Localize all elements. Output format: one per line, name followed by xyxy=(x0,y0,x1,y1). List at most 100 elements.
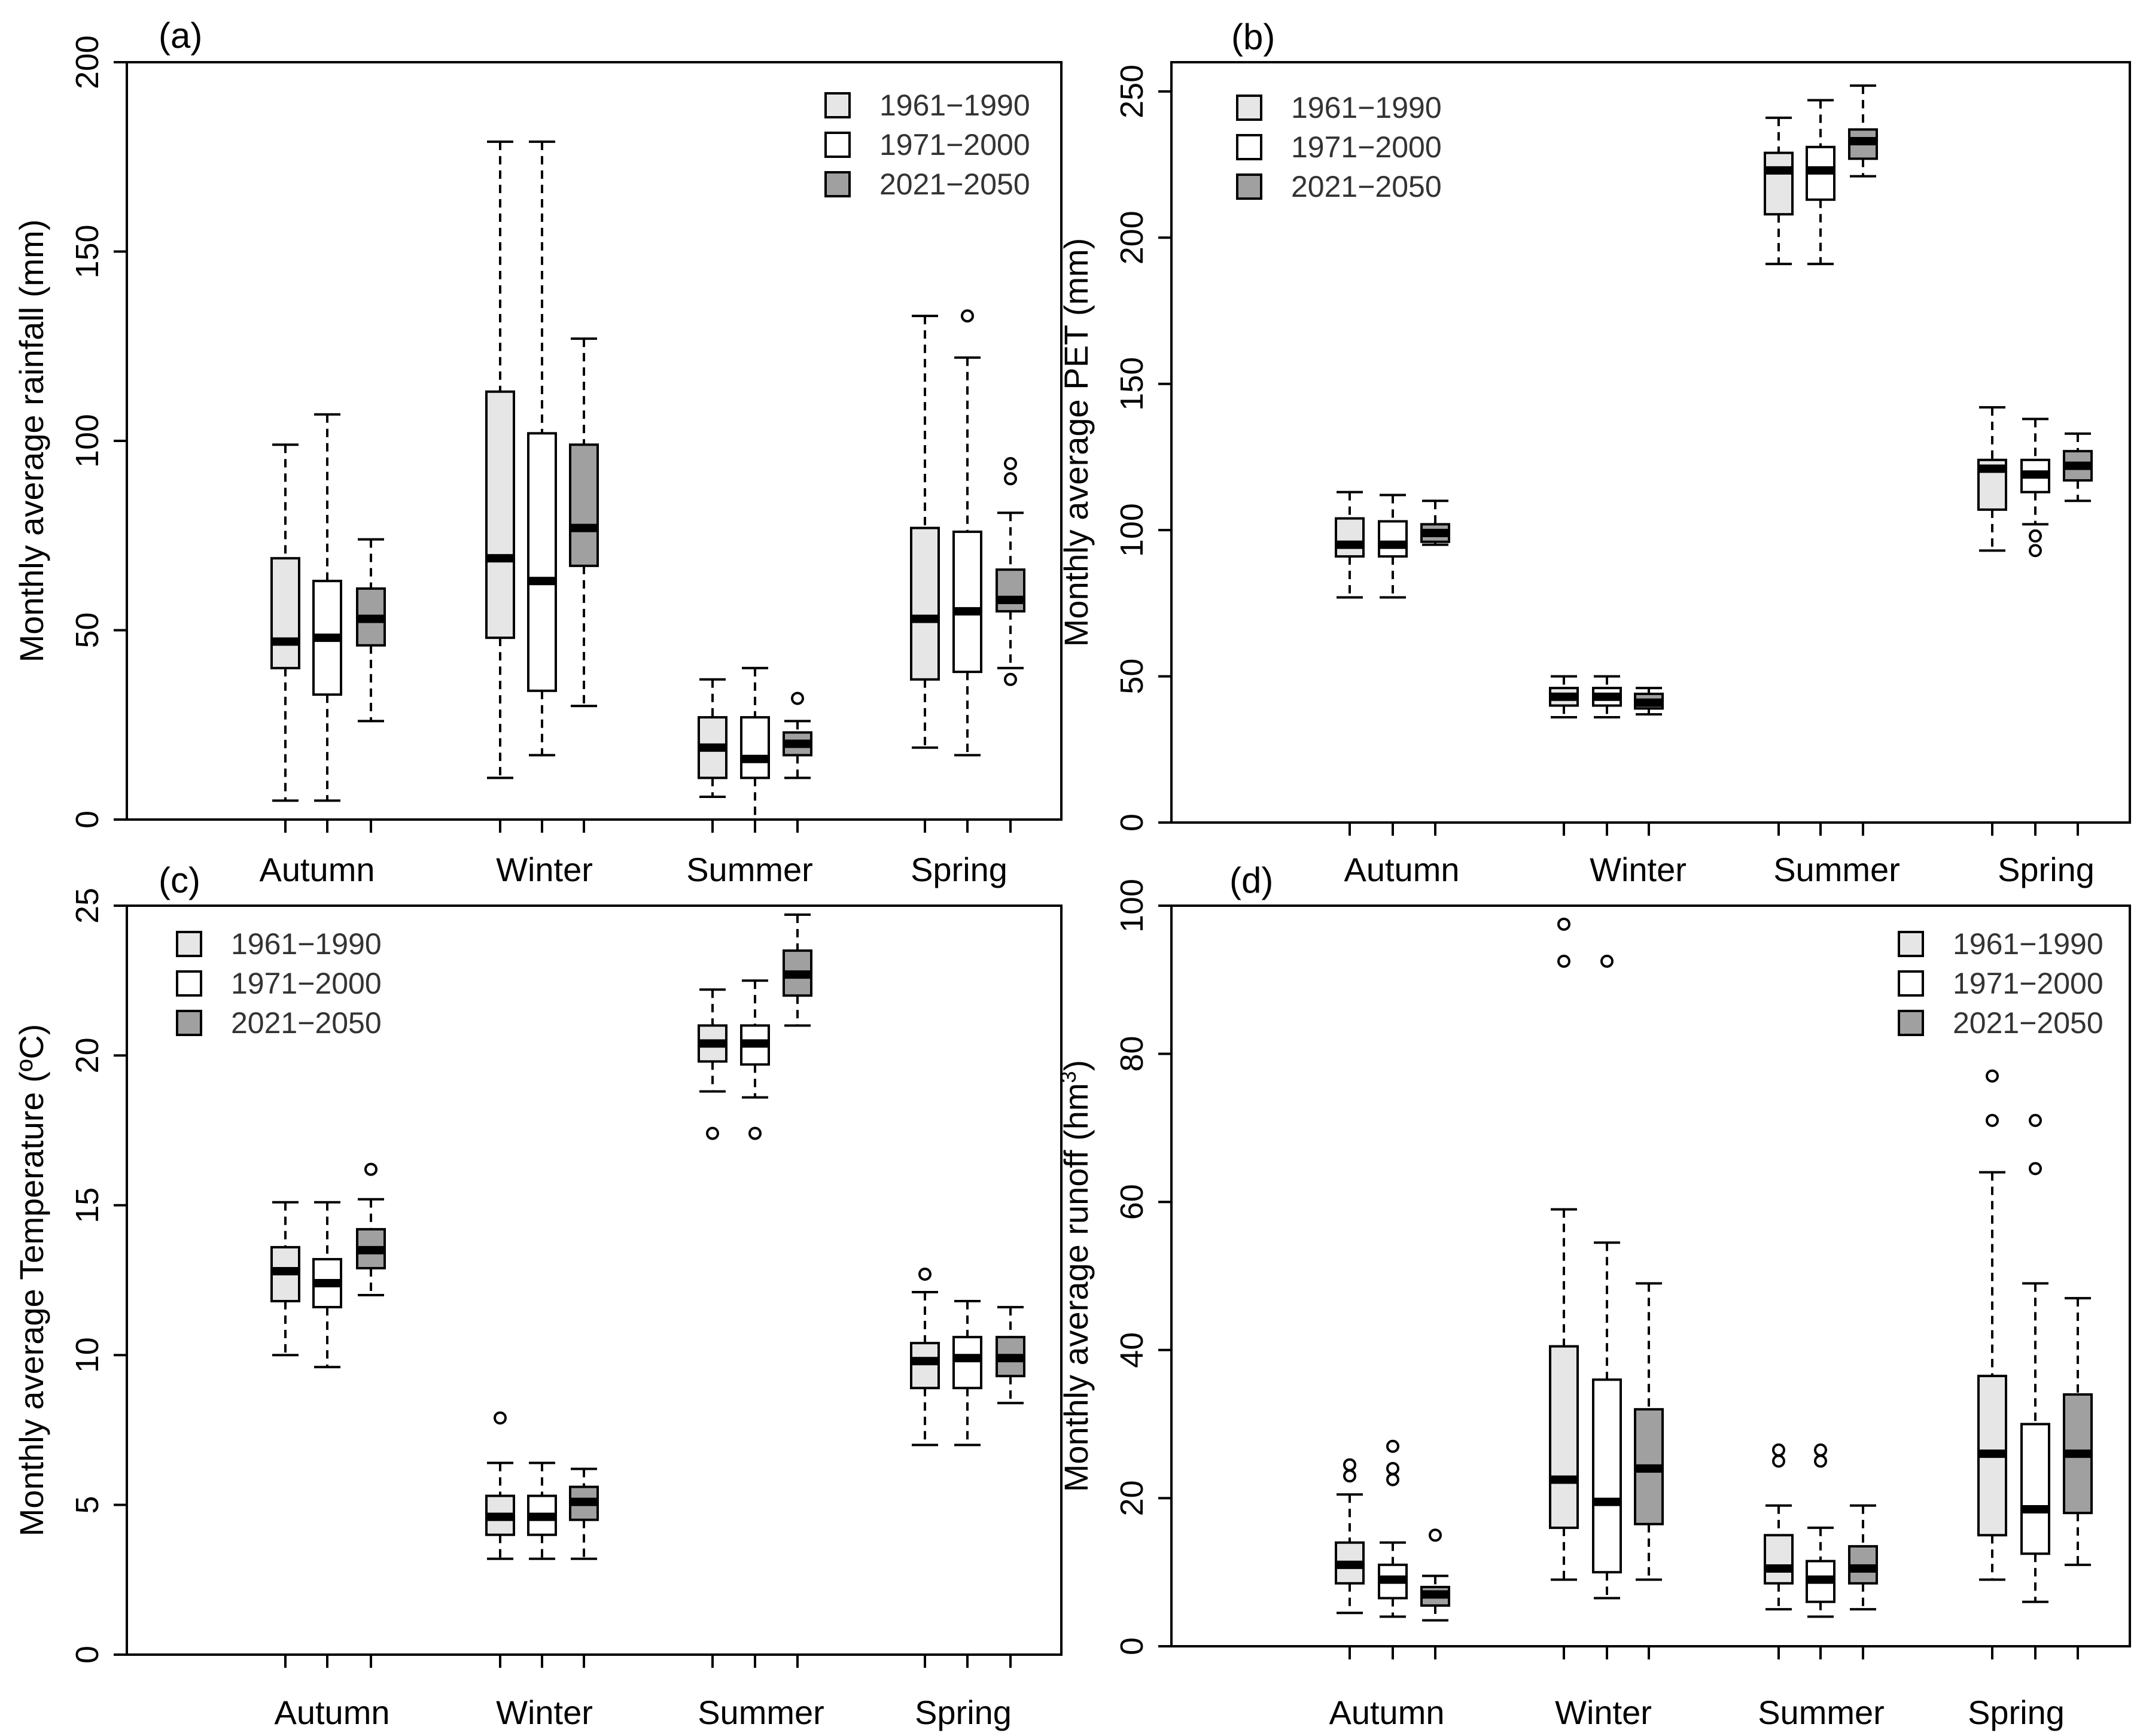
boxplot-box xyxy=(740,666,770,833)
legend-label: 1961−1990 xyxy=(231,927,382,961)
y-tick-label: 20 xyxy=(1114,1480,1150,1516)
legend-label: 2021−2050 xyxy=(879,167,1030,201)
boxplot-box xyxy=(1592,675,1622,836)
y-tick-label: 50 xyxy=(69,612,105,648)
panel-c: 0 5 10 15 20 25 Monthly average Temperature (º… xyxy=(13,860,1063,1731)
boxplot-box xyxy=(356,1162,386,1668)
boxplot-box xyxy=(270,443,300,833)
x-category-label: Autumn xyxy=(1329,1694,1445,1731)
legend-swatch xyxy=(176,1010,202,1036)
y-tick-label: 25 xyxy=(69,888,105,924)
iqr-box xyxy=(1764,151,1794,216)
legend-label: 2021−2050 xyxy=(1953,1006,2104,1040)
y-tick-label: 0 xyxy=(1114,814,1150,832)
outlier-point xyxy=(791,692,804,705)
boxplot-box xyxy=(698,988,727,1668)
x-category-label: Summer xyxy=(698,1694,824,1731)
boxplot-box xyxy=(1848,84,1878,836)
outlier-point xyxy=(1004,456,1017,470)
boxplot-box xyxy=(270,1201,300,1668)
iqr-box xyxy=(740,716,770,779)
boxplot-box xyxy=(356,538,386,833)
iqr-box xyxy=(2020,1423,2050,1555)
y-tick-label: 100 xyxy=(1114,879,1150,933)
boxplot-box xyxy=(1549,917,1579,1659)
y-tick-label: 20 xyxy=(69,1037,105,1073)
boxplot-box xyxy=(783,913,812,1668)
x-category-label: Spring xyxy=(1968,1694,2065,1731)
iqr-box xyxy=(910,526,940,681)
boxplot-box xyxy=(1378,1439,1408,1659)
boxplot-box xyxy=(1420,1528,1450,1659)
iqr-box xyxy=(952,530,982,674)
outlier-point xyxy=(494,1411,507,1425)
boxplot-box xyxy=(1420,500,1450,836)
legend-label: 2021−2050 xyxy=(1291,170,1442,203)
legend-swatch xyxy=(824,92,851,118)
legend-label: 1971−2000 xyxy=(1291,130,1442,164)
x-category-label: Winter xyxy=(1555,1694,1652,1731)
x-category-label: Summer xyxy=(1773,851,1900,888)
boxplot-box xyxy=(1378,494,1408,836)
boxplot-box xyxy=(1977,1069,2007,1659)
boxplot-box xyxy=(952,309,982,833)
boxplot-box xyxy=(1764,1443,1794,1659)
boxplot-box xyxy=(1335,1458,1365,1659)
x-category-label: Autumn xyxy=(260,851,375,888)
y-axis-title: Monthly average rainfall (mm) xyxy=(13,220,50,663)
legend-swatch xyxy=(1898,931,1924,957)
y-tick-label: 200 xyxy=(69,35,105,89)
boxplot-box xyxy=(312,1201,342,1668)
outlier-point xyxy=(1343,1469,1356,1483)
panel-tag: (c) xyxy=(159,860,200,900)
x-category-label: Summer xyxy=(1758,1694,1885,1731)
y-axis-title-main: Monthly average runoff (hm xyxy=(1057,1083,1095,1492)
x-category-label: Spring xyxy=(915,1694,1012,1731)
outlier-point xyxy=(1004,672,1017,686)
boxplot-box xyxy=(996,1306,1025,1668)
outlier-point xyxy=(2029,1162,2042,1175)
plot-frame xyxy=(1170,904,2131,1647)
iqr-box xyxy=(527,432,557,692)
panel-tag: (d) xyxy=(1229,860,1273,900)
y-tick-label: 100 xyxy=(69,414,105,468)
panel-tag: (a) xyxy=(159,16,202,56)
legend: 1961−1990 1971−2000 2021−2050 xyxy=(824,89,1030,201)
legend-label: 1971−2000 xyxy=(1953,967,2104,1000)
legend-label: 1961−1990 xyxy=(879,89,1030,122)
outlier-point xyxy=(1004,472,1017,486)
legend: 1961−1990 1971−2000 2021−2050 xyxy=(1236,91,1442,203)
iqr-box xyxy=(1378,520,1408,558)
iqr-box xyxy=(1549,1345,1579,1529)
boxplot-box xyxy=(1806,1443,1835,1659)
y-tick-label: 50 xyxy=(1114,659,1150,695)
y-axis-title: Monthly average Temperature (ºC) xyxy=(13,1024,50,1537)
outlier-point xyxy=(706,1126,719,1140)
boxplot-box xyxy=(1977,406,2007,836)
panel-tag: (b) xyxy=(1231,17,1275,57)
y-tick-label: 80 xyxy=(1114,1036,1150,1072)
legend-label: 1961−1990 xyxy=(1291,91,1442,124)
outlier-point xyxy=(1772,1443,1785,1457)
boxplot-box xyxy=(910,1267,940,1668)
y-tick-label: 0 xyxy=(69,1646,105,1664)
boxplot-box xyxy=(1335,491,1365,836)
outlier-point xyxy=(918,1267,932,1281)
legend-label: 2021−2050 xyxy=(231,1006,382,1040)
y-axis-title-sup: 3 xyxy=(1056,1071,1080,1083)
boxplot-box xyxy=(2020,418,2050,836)
y-axis-title: Monthly average PET (mm) xyxy=(1057,238,1095,647)
boxplot-box xyxy=(2020,1114,2050,1659)
outlier-point xyxy=(1386,1461,1399,1475)
boxplot-box xyxy=(312,413,342,833)
outlier-point xyxy=(1600,954,1614,968)
panel-b: 0 50 100 150 200 250 Monthly average PET (mm) (… xyxy=(1057,17,2131,888)
y-tick-label: 150 xyxy=(1114,357,1150,411)
panel-a: 0 50 100 150 200 Monthly average rainfall (mm… xyxy=(13,16,1063,888)
y-tick-label: 150 xyxy=(69,224,105,278)
x-category-label: Autumn xyxy=(275,1694,390,1731)
boxplot-box xyxy=(1764,116,1794,836)
iqr-box xyxy=(569,443,599,567)
x-category-label: Summer xyxy=(686,851,813,888)
